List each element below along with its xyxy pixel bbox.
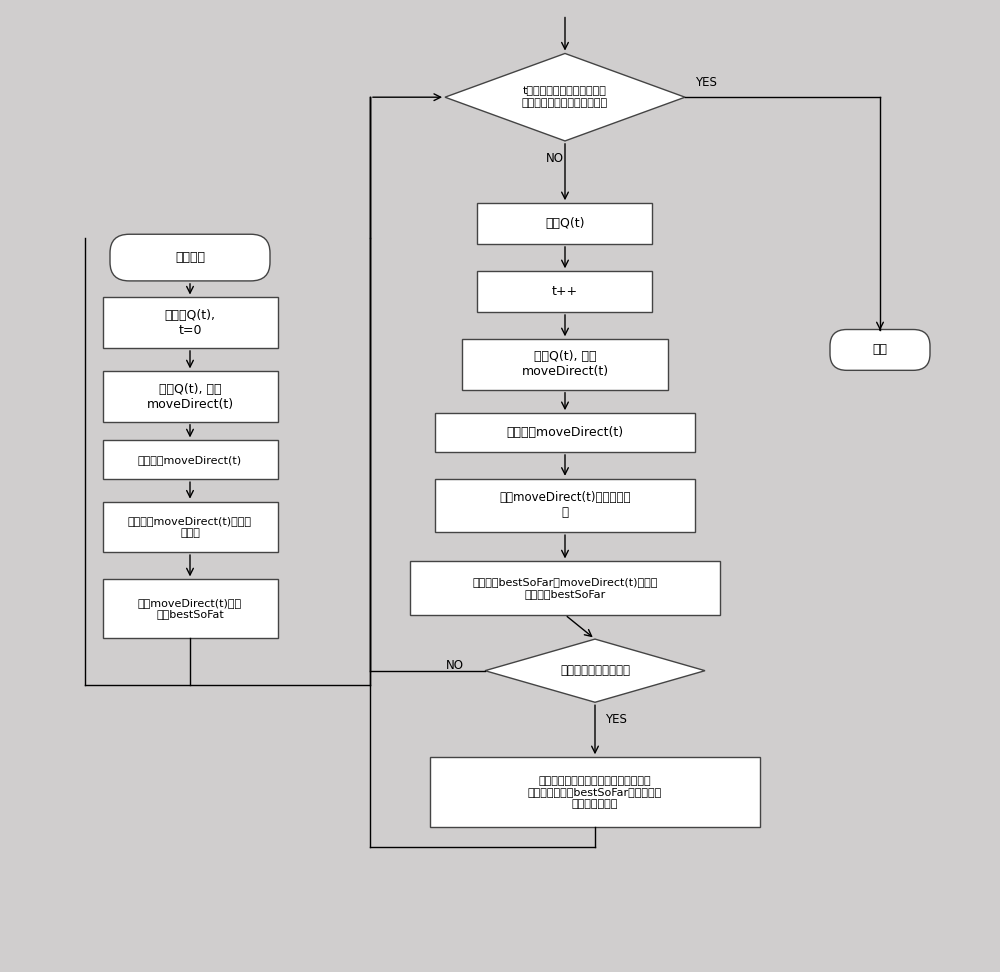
Bar — [103, 297, 278, 348]
Text: t是否大于最大进化代数或者
是找到该种蛋白质的最低能量: t是否大于最大进化代数或者 是找到该种蛋白质的最低能量 — [522, 87, 608, 108]
Text: 检查修复moveDirect(t): 检查修复moveDirect(t) — [506, 426, 624, 439]
Polygon shape — [485, 640, 705, 702]
Text: 根据修复moveDirect(t)计算适
应度值: 根据修复moveDirect(t)计算适 应度值 — [128, 516, 252, 538]
Text: 结束: 结束 — [872, 343, 888, 357]
Text: YES: YES — [605, 713, 627, 726]
Bar — [478, 203, 652, 244]
Text: YES: YES — [695, 76, 717, 89]
Text: NO: NO — [546, 152, 564, 165]
Text: 测量Q(t), 生成
moveDirect(t): 测量Q(t), 生成 moveDirect(t) — [146, 383, 234, 410]
Bar — [103, 579, 278, 638]
Text: t++: t++ — [552, 285, 578, 298]
FancyBboxPatch shape — [830, 330, 930, 370]
Text: 保存moveDirect(t)中最
优解bestSoFat: 保存moveDirect(t)中最 优解bestSoFat — [138, 598, 242, 619]
Bar — [410, 562, 720, 615]
Text: 测量Q(t), 生成
moveDirect(t): 测量Q(t), 生成 moveDirect(t) — [521, 351, 609, 378]
Text: 检查修复moveDirect(t): 检查修复moveDirect(t) — [138, 455, 242, 465]
Bar — [462, 339, 668, 390]
Bar — [103, 371, 278, 422]
Bar — [103, 502, 278, 552]
Bar — [478, 271, 652, 312]
Text: 根据moveDirect(t)计算适应度
值: 根据moveDirect(t)计算适应度 值 — [499, 492, 631, 519]
Text: NO: NO — [446, 659, 464, 673]
Text: 判断是否满足牵引条件: 判断是否满足牵引条件 — [560, 664, 630, 677]
Text: 选择原先bestSoFar和moveDirect(t)中最优
解赋值给bestSoFar: 选择原先bestSoFar和moveDirect(t)中最优 解赋值给bestS… — [472, 577, 658, 599]
Polygon shape — [445, 53, 685, 141]
Bar — [435, 479, 695, 533]
Bar — [103, 440, 278, 479]
Text: 对所有构型进行牵引并计算适应度值，
保存所有构型和bestSoFar中具有最小
适应度值的个体: 对所有构型进行牵引并计算适应度值， 保存所有构型和bestSoFar中具有最小 … — [528, 776, 662, 809]
Text: 初始化Q(t),
t=0: 初始化Q(t), t=0 — [164, 309, 216, 336]
Text: 更新Q(t): 更新Q(t) — [545, 217, 585, 230]
Text: 算法开始: 算法开始 — [175, 251, 205, 264]
FancyBboxPatch shape — [110, 234, 270, 281]
Bar — [430, 757, 760, 827]
Bar — [435, 413, 695, 452]
